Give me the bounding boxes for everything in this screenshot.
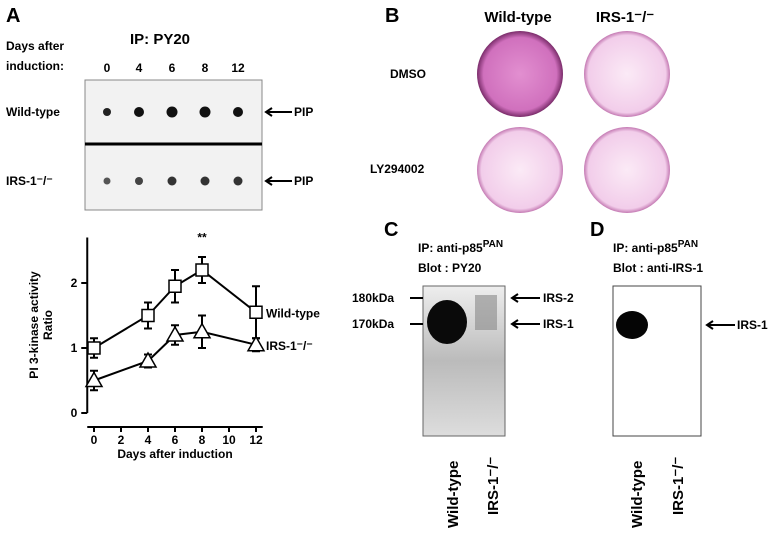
lane-label: 0 — [104, 61, 111, 75]
point — [249, 305, 263, 319]
ip-label: IP: PY20 — [130, 31, 190, 48]
x-tick-label: 6 — [172, 433, 179, 447]
point — [168, 279, 182, 293]
series-label: IRS-1⁻/⁻ — [266, 339, 313, 353]
western-blot — [422, 285, 506, 437]
point — [138, 351, 158, 368]
lane-label: 12 — [231, 61, 245, 75]
x-tick-label: 4 — [145, 433, 152, 447]
arrow — [510, 293, 540, 303]
point — [195, 263, 209, 277]
y-axis-label: PI 3-kinase activity — [27, 271, 41, 379]
column-label: Wild-type — [484, 9, 551, 26]
point — [165, 325, 185, 342]
lane-label: 8 — [202, 61, 209, 75]
band-label: IRS-1 — [543, 317, 574, 331]
blot-label: Blot : anti-IRS-1 — [613, 261, 703, 275]
ip-sup: PAN — [678, 239, 698, 250]
point — [246, 335, 266, 352]
x-tick-label: 12 — [249, 433, 263, 447]
point — [84, 370, 104, 388]
row-label: LY294002 — [370, 162, 425, 176]
ip-text: IP: anti-p85 — [613, 241, 678, 255]
marker-label: PIP — [294, 174, 313, 188]
blot-label: Blot : PY20 — [418, 261, 482, 275]
ip-text: IP: anti-p85 — [418, 241, 483, 255]
size-label: 170kDa — [352, 317, 394, 331]
western-blot — [612, 285, 702, 437]
x-tick-label: 0 — [91, 433, 98, 447]
point — [192, 322, 212, 339]
point — [87, 341, 101, 355]
x-axis-label: Days after induction — [117, 447, 232, 461]
lane-label: IRS-1⁻/⁻ — [485, 457, 502, 515]
series-label: Wild-type — [266, 306, 320, 320]
band-label: IRS-2 — [543, 291, 574, 305]
x-tick-label: 8 — [199, 433, 206, 447]
marker-label: PIP — [294, 105, 313, 119]
x-tick-label: 2 — [118, 433, 125, 447]
size-label: 180kDa — [352, 291, 394, 305]
dot-blot — [84, 79, 263, 211]
lane-label: 6 — [169, 61, 176, 75]
lane-label: 4 — [136, 61, 143, 75]
culture-dishes — [477, 31, 670, 213]
arrow — [705, 320, 735, 330]
row-label: DMSO — [390, 67, 426, 81]
panel-letter: D — [590, 219, 604, 241]
band-label: IRS-1 — [737, 318, 768, 332]
ip-label: IP: anti-p85PAN — [613, 239, 698, 255]
column-label: IRS-1⁻/⁻ — [596, 9, 654, 26]
ip-sup: PAN — [483, 239, 503, 250]
panel-letter: A — [6, 5, 20, 27]
panel-letter: C — [384, 219, 398, 241]
panel-letter: B — [385, 5, 399, 27]
arrow — [510, 319, 540, 329]
arrow — [264, 107, 292, 117]
ip-label: IP: anti-p85PAN — [418, 239, 503, 255]
x-tick-label: 10 — [222, 433, 236, 447]
annotation: ** — [197, 231, 207, 245]
days-label: Days after — [6, 39, 64, 53]
y-tick-label: 0 — [71, 406, 78, 420]
row-label: IRS-1⁻/⁻ — [6, 174, 53, 188]
lane-label: Wild-type — [629, 461, 646, 528]
days-label: induction: — [6, 59, 64, 73]
y-axis-label: Ratio — [41, 310, 55, 340]
y-tick-label: 1 — [71, 341, 78, 355]
lane-label: IRS-1⁻/⁻ — [670, 457, 687, 515]
arrow — [264, 176, 292, 186]
point — [141, 308, 155, 323]
lane-label: Wild-type — [445, 461, 462, 528]
y-tick-label: 2 — [71, 276, 78, 290]
row-label: Wild-type — [6, 105, 60, 119]
